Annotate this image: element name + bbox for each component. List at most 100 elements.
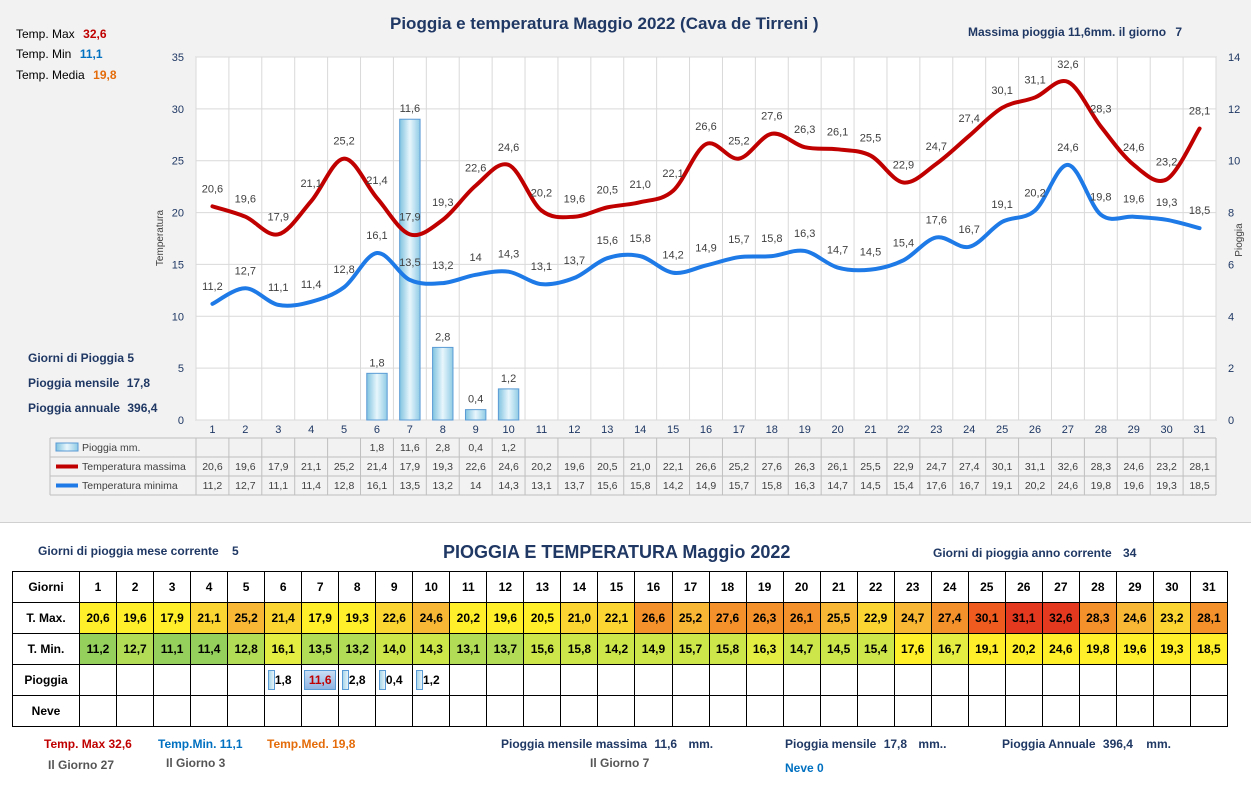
data-table-value: 31,1 xyxy=(1025,461,1046,473)
day-cell: 14 xyxy=(560,571,599,603)
temp-max-label: 22,9 xyxy=(893,159,914,171)
x-tick-label: 24 xyxy=(963,424,975,436)
temp-min-label: 19,1 xyxy=(991,199,1012,211)
rain-cell: 2,8 xyxy=(338,664,377,696)
temp-max-label: 20,2 xyxy=(531,187,552,199)
temp-min-label: 13,7 xyxy=(564,255,585,267)
rain-cell xyxy=(227,664,266,696)
temp-min-label: 12,7 xyxy=(235,265,256,277)
y2-tick-label: 4 xyxy=(1228,311,1234,323)
rain-cell: 1,8 xyxy=(264,664,303,696)
temp-min-label: 14 xyxy=(470,252,482,264)
tmin-cell: 19,1 xyxy=(967,633,1006,665)
x-tick-label: 15 xyxy=(667,424,679,436)
footer-tmax-day: Il Giorno 27 xyxy=(48,758,115,772)
data-table-value: 19,6 xyxy=(564,461,585,473)
temp-min-label: 11,4 xyxy=(301,279,322,291)
y2-tick-label: 2 xyxy=(1228,363,1234,375)
footer-monthly-label: Pioggia mensile xyxy=(785,737,877,751)
y-tick-label: 10 xyxy=(172,311,184,323)
y2-tick-label: 14 xyxy=(1228,52,1240,64)
tmax-cell: 26,1 xyxy=(782,602,821,634)
y-tick-label: 25 xyxy=(172,156,184,168)
max-rain-day: 7 xyxy=(1175,25,1183,39)
snow-cell xyxy=(708,695,747,727)
temp-max-label: 25,2 xyxy=(333,136,354,148)
rain-bar-label: 1,2 xyxy=(501,373,516,385)
data-table-value: 15,4 xyxy=(893,480,914,492)
tmax-cell: 26,6 xyxy=(634,602,673,634)
rain-bar xyxy=(464,409,487,421)
footer-annual: Pioggia Annuale 396,4 mm. xyxy=(1002,737,1171,751)
row-header: T. Min. xyxy=(12,633,80,665)
data-table-value: 28,1 xyxy=(1189,461,1210,473)
rain-bar xyxy=(399,118,421,421)
stat-temp-max-value: 32,6 xyxy=(83,27,107,41)
day-cell: 27 xyxy=(1041,571,1080,603)
data-table-value: 17,6 xyxy=(926,480,947,492)
tmax-cell: 17,9 xyxy=(153,602,192,634)
rain-cell xyxy=(78,664,118,696)
data-table-value: 14,2 xyxy=(663,480,684,492)
chart-title: Pioggia e temperatura Maggio 2022 (Cava … xyxy=(390,14,819,33)
rain-bar xyxy=(432,346,454,421)
temp-min-label: 14,9 xyxy=(695,242,716,254)
data-table-value: 25,2 xyxy=(334,461,355,473)
stat-temp-min-value: 11,1 xyxy=(79,47,103,61)
temp-max-label: 25,2 xyxy=(728,136,749,148)
tmin-cell: 13,5 xyxy=(301,633,340,665)
tmin-cell: 12,7 xyxy=(116,633,155,665)
data-table-value: 21,1 xyxy=(301,461,322,473)
day-cell: 13 xyxy=(523,571,562,603)
temp-min-label: 20,2 xyxy=(1024,187,1045,199)
data-table-value: 19,6 xyxy=(1124,480,1145,492)
snow-cell xyxy=(264,695,303,727)
tmax-cell: 19,3 xyxy=(338,602,377,634)
monthly-rain-label: Pioggia mensile xyxy=(28,376,120,390)
tmin-cell: 11,4 xyxy=(190,633,229,665)
temp-min-label: 24,6 xyxy=(1057,142,1078,154)
tmax-cell: 25,2 xyxy=(227,602,266,634)
tmax-cell: 24,6 xyxy=(1115,602,1154,634)
x-tick-label: 7 xyxy=(407,424,413,436)
tmin-cell: 19,3 xyxy=(1152,633,1191,665)
snow-cell xyxy=(967,695,1006,727)
tmax-cell: 20,2 xyxy=(449,602,488,634)
temp-min-label: 16,1 xyxy=(366,230,387,242)
data-table-value: 13,2 xyxy=(433,480,454,492)
data-table-value: 25,2 xyxy=(729,461,750,473)
day-cell: 22 xyxy=(856,571,895,603)
rain-cell xyxy=(745,664,784,696)
day-cell: 15 xyxy=(597,571,636,603)
stat-temp-min-label: Temp. Min xyxy=(16,47,72,61)
tmax-cell: 23,2 xyxy=(1152,602,1191,634)
table-row-tmin: T. Min. 11,2 12,7 11,1 11,4 12,8 16,1 13,5 13,2 1… xyxy=(12,633,1229,665)
tmax-cell: 20,5 xyxy=(523,602,562,634)
data-table-value: 19,6 xyxy=(235,461,256,473)
temp-max-label: 21,1 xyxy=(300,178,321,190)
temp-max-label: 24,6 xyxy=(498,142,519,154)
temp-min-label: 19,8 xyxy=(1090,192,1111,204)
footer-tmin: Temp.Min. 11,1 xyxy=(158,737,243,751)
snow-cell xyxy=(301,695,340,727)
footer-tmax: Temp. Max 32,6 xyxy=(44,737,132,751)
y2-tick-label: 10 xyxy=(1228,156,1240,168)
monthly-rain-stat: Pioggia mensile 17,8 xyxy=(28,376,150,390)
rain-cell xyxy=(1189,664,1229,696)
snow-cell xyxy=(671,695,710,727)
tmax-cell: 25,2 xyxy=(671,602,710,634)
temp-min-label: 18,5 xyxy=(1189,205,1210,217)
rain-bar xyxy=(366,372,388,421)
rain-cell xyxy=(597,664,636,696)
footer-tmed-value: 19,8 xyxy=(332,737,356,751)
rain-cell: 1,2 xyxy=(412,664,451,696)
footer-monthly-value: 17,8 xyxy=(883,737,908,751)
tmax-cell: 30,1 xyxy=(967,602,1006,634)
day-cell: 11 xyxy=(449,571,488,603)
x-tick-label: 8 xyxy=(440,424,446,436)
data-table-value: 11,2 xyxy=(203,480,223,492)
data-table: Giorni 1 2 3 4 5 6 7 8 9 10 11 12 13 14 15 16 17 18 19 20 21 2… xyxy=(12,571,1229,727)
temp-max-label: 21,4 xyxy=(366,175,387,187)
y-axis-title: Temperatura xyxy=(155,209,166,266)
chart-panel: 0 5 10 15 20 25 30 35 0 2 4 6 8 10 12 14 Temperatura Piog… xyxy=(0,0,1251,523)
